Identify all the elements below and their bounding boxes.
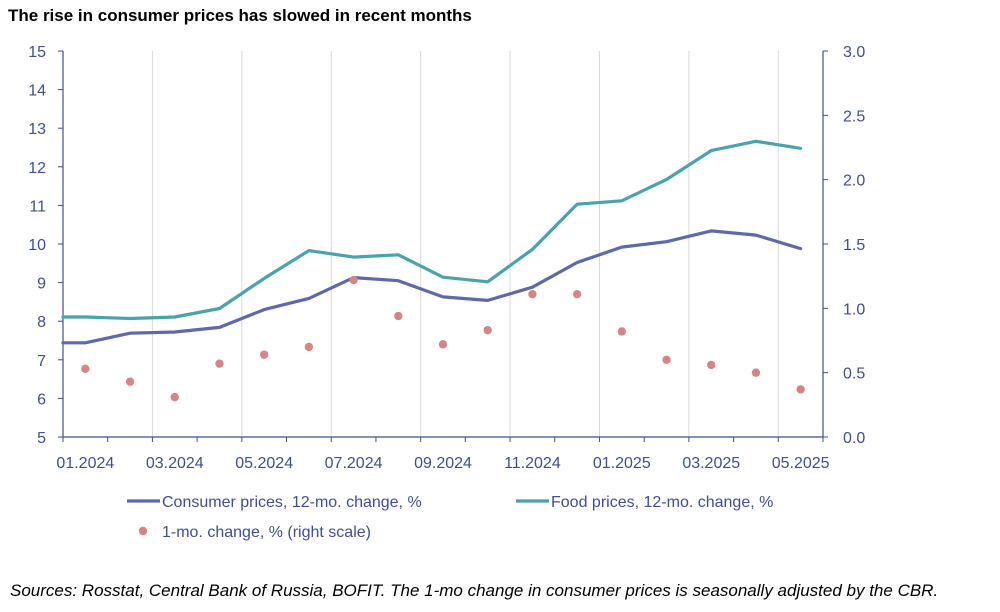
- y-left-tick-label: 12: [28, 160, 46, 177]
- y-right-tick-label: 2.0: [843, 173, 865, 190]
- scatter-point: [796, 385, 805, 394]
- y-right-tick-label: 0.5: [843, 366, 865, 383]
- grid-layer: [151, 51, 779, 437]
- x-tick-label: 11.2024: [504, 455, 561, 472]
- source-note: Sources: Rosstat, Central Bank of Russia…: [10, 581, 939, 600]
- x-tick-label: 03.2024: [146, 455, 204, 472]
- scatter-point: [751, 368, 761, 377]
- chart-title: The rise in consumer prices has slowed i…: [8, 6, 472, 25]
- x-tick-label: 07.2024: [325, 455, 383, 472]
- scatter-point: [528, 289, 537, 299]
- x-tick-label: 01.2024: [56, 455, 114, 472]
- scatter-point: [81, 364, 90, 374]
- scatter-point: [438, 340, 448, 349]
- scatter-point: [215, 359, 224, 368]
- legend: Consumer prices, 12-mo. change, % Food pr…: [127, 494, 773, 541]
- y-left-tick-label: 5: [37, 430, 46, 447]
- scatter-point: [304, 342, 314, 352]
- series-layer: [61, 139, 805, 402]
- series-line-0: [61, 229, 803, 345]
- scatter-point: [170, 392, 179, 402]
- y-left-tick-label: 15: [28, 44, 46, 61]
- y-left-tick-label: 10: [28, 237, 46, 254]
- x-tick-label: 09.2024: [414, 455, 472, 472]
- legend-label: Consumer prices, 12-mo. change, %: [162, 494, 422, 511]
- y-right-tick-label: 3.0: [843, 44, 865, 61]
- y-right-tick-label: 0.0: [843, 430, 865, 447]
- y-left-tick-label: 6: [37, 391, 46, 408]
- scatter-point: [662, 355, 671, 364]
- legend-label: Food prices, 12-mo. change, %: [551, 494, 773, 511]
- y-left-tick-label: 7: [37, 353, 46, 370]
- y-left-tick-label: 9: [37, 276, 46, 293]
- scatter-point: [572, 289, 582, 299]
- scatter-point: [259, 350, 269, 359]
- x-tick-label: 03.2025: [682, 455, 740, 472]
- axes-layer: 5 6 7 8 9 10 11 12 13 14 15 0.0 0.5 1.0 1.5 2.0 2.5 3.0 01…: [28, 44, 865, 472]
- scatter-point: [483, 326, 492, 335]
- y-left-tick-label: 8: [37, 314, 46, 331]
- y-left-tick-label: 13: [28, 121, 46, 138]
- y-left-tick-label: 14: [28, 83, 46, 100]
- scatter-point: [707, 360, 716, 370]
- scatter-point: [349, 275, 358, 285]
- scatter-point: [617, 327, 627, 336]
- scatter-point: [125, 377, 135, 386]
- y-right-tick-label: 1.0: [843, 301, 865, 318]
- y-left-tick-label: 11: [29, 198, 46, 215]
- scatter-point: [394, 311, 403, 321]
- x-tick-label: 05.2024: [235, 455, 293, 472]
- legend-label: 1-mo. change, % (right scale): [162, 524, 371, 541]
- x-tick-label: 05.2025: [772, 455, 830, 472]
- x-tick-label: 01.2025: [593, 455, 651, 472]
- y-right-tick-label: 2.5: [843, 108, 865, 125]
- legend-swatch-dot: [138, 526, 148, 536]
- series-line-1: [61, 139, 803, 321]
- y-right-tick-label: 1.5: [843, 237, 865, 254]
